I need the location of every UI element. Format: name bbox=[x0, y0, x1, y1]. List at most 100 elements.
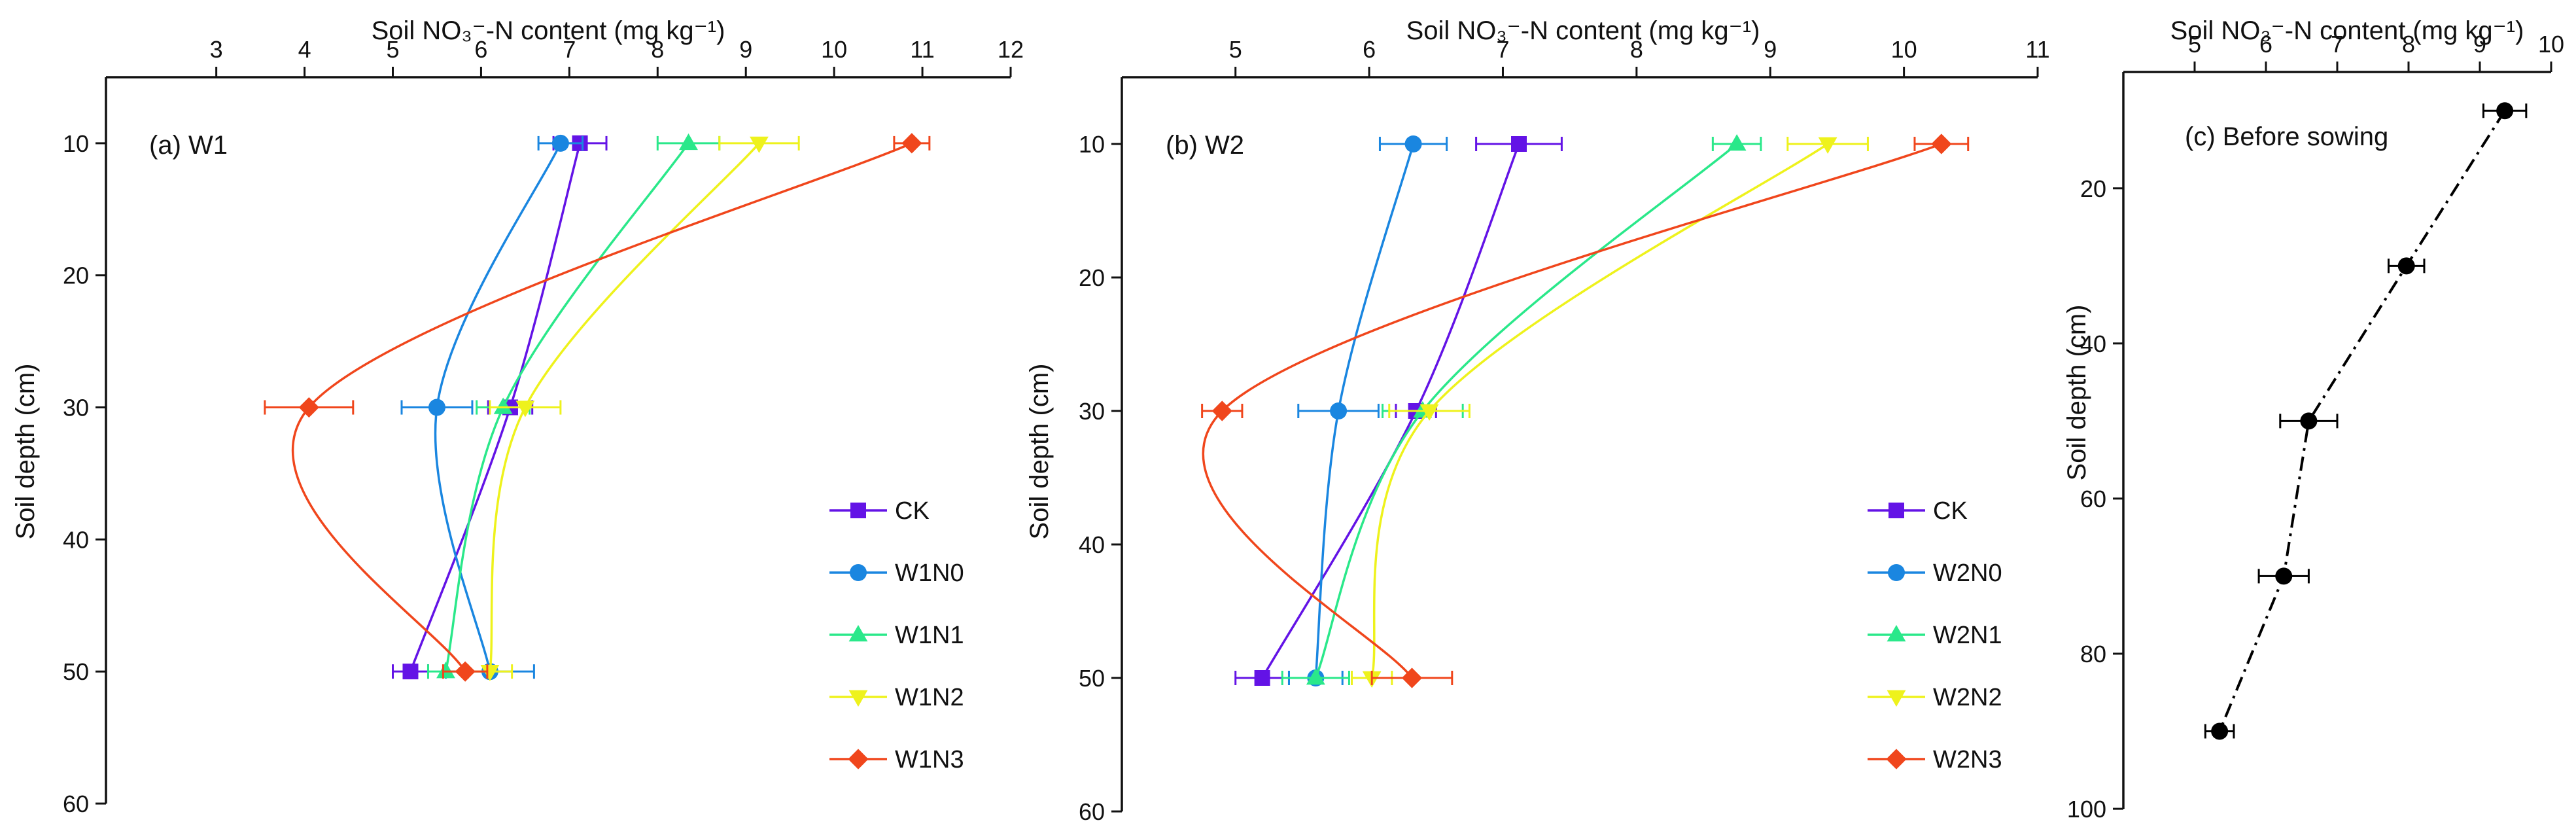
legend-label: W1N0 bbox=[895, 560, 964, 587]
legend-label: W2N1 bbox=[1933, 622, 2002, 649]
legend-label: W1N3 bbox=[895, 746, 964, 773]
legend-label: W1N1 bbox=[895, 622, 964, 649]
x-tick-label: 8 bbox=[2402, 31, 2415, 58]
x-tick-label: 10 bbox=[2538, 31, 2564, 58]
data-point bbox=[515, 400, 535, 418]
y-tick-label: 60 bbox=[2080, 486, 2106, 512]
y-axis-title: Soil depth (cm) bbox=[1025, 364, 1054, 540]
x-tick-label: 10 bbox=[1891, 36, 1917, 63]
legend-label: CK bbox=[895, 497, 930, 525]
data-point bbox=[455, 661, 476, 682]
y-tick-label: 50 bbox=[1079, 665, 1105, 692]
x-axis-title: Soil NO₃⁻-N content (mg kg⁻¹) bbox=[1406, 16, 1760, 45]
legend-marker bbox=[1888, 503, 1904, 518]
legend-marker bbox=[1888, 564, 1905, 581]
x-tick-label: 10 bbox=[821, 36, 847, 63]
x-axis-title: Soil NO₃⁻-N content (mg kg⁻¹) bbox=[372, 16, 725, 45]
data-point bbox=[901, 133, 922, 154]
x-tick-label: 3 bbox=[210, 36, 223, 63]
data-point bbox=[1254, 670, 1270, 686]
data-point bbox=[1211, 400, 1232, 421]
x-tick-label: 7 bbox=[563, 36, 576, 63]
x-tick-label: 6 bbox=[1363, 36, 1376, 63]
x-tick-label: 9 bbox=[1764, 36, 1777, 63]
y-tick-label: 100 bbox=[2067, 796, 2106, 823]
panel-label: (a) W1 bbox=[149, 131, 228, 160]
legend-label: W2N3 bbox=[1933, 746, 2002, 773]
data-point bbox=[1511, 136, 1527, 152]
legend-marker bbox=[1887, 690, 1906, 707]
legend: CK W1N0 W1N1 W1N2 W1N3 bbox=[829, 497, 964, 773]
x-tick-label: 7 bbox=[2331, 31, 2344, 58]
data-point bbox=[1330, 402, 1348, 419]
series-line bbox=[1314, 143, 1738, 679]
y-tick-label: 40 bbox=[2080, 330, 2106, 357]
y-tick-label: 20 bbox=[2080, 175, 2106, 202]
series-w1n3 bbox=[264, 133, 931, 682]
panel-label: (b) W2 bbox=[1166, 131, 1244, 160]
series-line bbox=[291, 142, 913, 673]
data-point bbox=[1931, 133, 1952, 154]
y-tick-label: 80 bbox=[2080, 641, 2106, 667]
data-point bbox=[2300, 412, 2318, 430]
series-w2n1 bbox=[1281, 134, 1762, 685]
data-point bbox=[2496, 102, 2514, 120]
legend-label: CK bbox=[1933, 497, 1968, 525]
y-axis-title: Soil depth (cm) bbox=[2063, 305, 2091, 481]
y-tick-label: 20 bbox=[63, 262, 89, 289]
legend-label: W2N2 bbox=[1933, 684, 2002, 711]
series-line bbox=[2218, 110, 2506, 732]
panel-label: (c) Before sowing bbox=[2185, 122, 2388, 151]
y-tick-label: 30 bbox=[1079, 398, 1105, 425]
y-tick-label: 10 bbox=[1079, 131, 1105, 158]
y-tick-label: 40 bbox=[63, 526, 89, 553]
y-tick-label: 60 bbox=[1079, 798, 1105, 825]
x-tick-label: 5 bbox=[1229, 36, 1242, 63]
x-tick-label: 6 bbox=[474, 36, 487, 63]
y-tick-label: 50 bbox=[63, 658, 89, 685]
data-point bbox=[551, 134, 569, 152]
x-tick-label: 12 bbox=[998, 36, 1024, 63]
series-line bbox=[1202, 143, 1942, 679]
panel-c: 5 6 7 8 9 10 20 40 60 80 100 Soil NO₃⁻-N content (m… bbox=[2063, 16, 2564, 823]
x-tick-label: 9 bbox=[739, 36, 752, 63]
legend-label: W2N0 bbox=[1933, 560, 2002, 587]
x-tick-label: 6 bbox=[2259, 31, 2272, 58]
x-tick-label: 9 bbox=[2473, 31, 2486, 58]
data-point bbox=[679, 133, 698, 151]
series-line bbox=[1370, 143, 1829, 679]
y-tick-label: 30 bbox=[63, 395, 89, 421]
data-point bbox=[428, 399, 445, 416]
data-point bbox=[436, 662, 455, 679]
data-point bbox=[1818, 137, 1837, 154]
data-point bbox=[750, 136, 769, 153]
y-axis-title: Soil depth (cm) bbox=[11, 364, 40, 540]
panel-a: 3 4 5 6 7 8 9 10 11 12 10 20 30 40 50 60 Soil NO₃⁻-N con… bbox=[11, 16, 1024, 817]
legend-marker bbox=[850, 564, 867, 581]
panel-b: 5 6 7 8 9 10 11 10 20 30 40 50 60 Soil NO₃⁻-N content… bbox=[1025, 16, 2050, 825]
x-tick-label: 4 bbox=[298, 36, 311, 63]
series-before-sowing bbox=[2204, 102, 2528, 740]
x-tick-label: 7 bbox=[1496, 36, 1509, 63]
x-tick-label: 11 bbox=[910, 36, 934, 63]
x-tick-label: 5 bbox=[2188, 31, 2201, 58]
legend-marker bbox=[1886, 749, 1907, 770]
data-point bbox=[493, 397, 513, 414]
data-point bbox=[2275, 567, 2293, 585]
legend: CK W2N0 W2N1 W2N2 W2N3 bbox=[1868, 497, 2002, 773]
x-tick-label: 8 bbox=[651, 36, 664, 63]
legend-label: W1N2 bbox=[895, 684, 964, 711]
y-tick-label: 10 bbox=[63, 130, 89, 157]
x-tick-label: 5 bbox=[386, 36, 399, 63]
series-w1n2 bbox=[466, 135, 800, 682]
data-point bbox=[402, 664, 419, 680]
data-point bbox=[1419, 404, 1439, 421]
data-point bbox=[480, 664, 500, 682]
legend-marker bbox=[848, 625, 868, 642]
legend-marker bbox=[848, 749, 869, 770]
legend-marker bbox=[850, 503, 866, 518]
data-point bbox=[1306, 668, 1325, 685]
data-point bbox=[1727, 134, 1747, 151]
y-tick-label: 40 bbox=[1079, 531, 1105, 558]
